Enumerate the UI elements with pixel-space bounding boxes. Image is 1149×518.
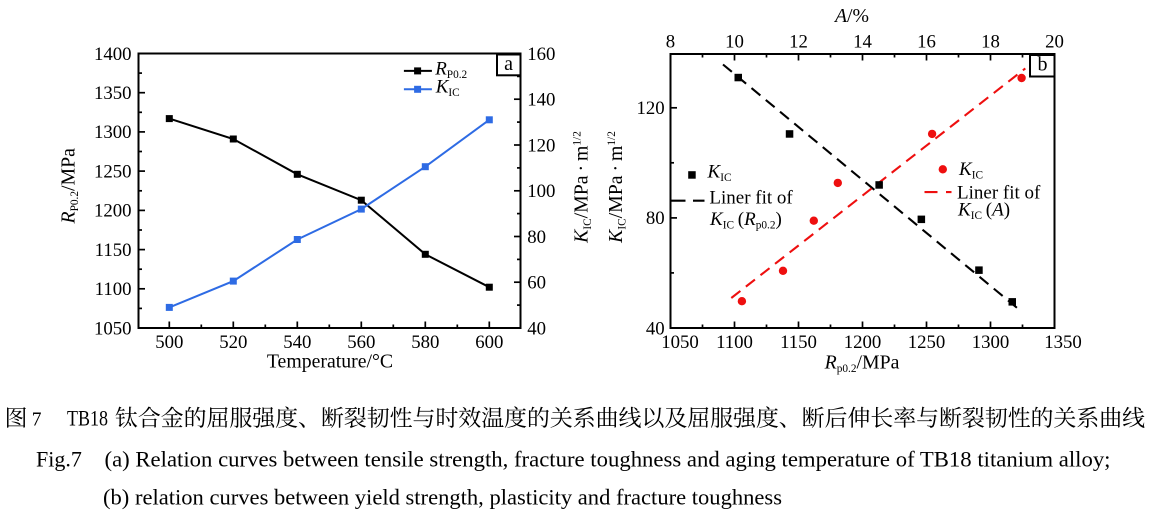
svg-text:RP0.2/MPa: RP0.2/MPa <box>58 148 82 225</box>
svg-text:18: 18 <box>981 32 1000 53</box>
svg-text:Liner fit of: Liner fit of <box>709 188 793 209</box>
svg-text:600: 600 <box>475 332 503 353</box>
svg-text:1400: 1400 <box>94 44 132 65</box>
svg-text:120: 120 <box>637 98 665 119</box>
svg-text:1250: 1250 <box>94 161 132 182</box>
svg-text:100: 100 <box>527 181 555 202</box>
svg-text:(a) Relation curves between te: (a) Relation curves between tensile stre… <box>105 446 1111 471</box>
svg-text:160: 160 <box>527 44 555 65</box>
svg-text:560: 560 <box>347 332 375 353</box>
svg-text:KIC: KIC <box>707 162 732 185</box>
svg-text:16: 16 <box>917 32 936 53</box>
svg-text:120: 120 <box>527 135 555 156</box>
svg-text:1100: 1100 <box>95 279 132 300</box>
svg-text:12: 12 <box>789 32 808 53</box>
svg-text:1350: 1350 <box>1044 332 1082 353</box>
svg-text:8: 8 <box>666 32 675 53</box>
svg-text:KIC: KIC <box>958 159 983 182</box>
svg-text:1200: 1200 <box>844 332 882 353</box>
svg-text:80: 80 <box>527 227 546 248</box>
svg-text:(b) relation curves between yi: (b) relation curves between yield streng… <box>103 485 782 510</box>
svg-text:1050: 1050 <box>661 332 699 353</box>
svg-text:TB18: TB18 <box>67 406 108 431</box>
svg-text:1150: 1150 <box>95 240 132 261</box>
svg-text:20: 20 <box>1045 32 1064 53</box>
svg-text:KIC/MPa · m1/2: KIC/MPa · m1/2 <box>571 131 595 244</box>
svg-text:540: 540 <box>283 332 311 353</box>
svg-text:140: 140 <box>527 90 555 111</box>
svg-text:1300: 1300 <box>972 332 1010 353</box>
svg-text:80: 80 <box>646 208 665 229</box>
svg-text:1150: 1150 <box>780 332 817 353</box>
svg-text:500: 500 <box>155 332 183 353</box>
svg-text:Temperature/°C: Temperature/°C <box>267 351 393 373</box>
svg-text:KIC/MPa · m1/2: KIC/MPa · m1/2 <box>605 131 629 244</box>
svg-text:40: 40 <box>527 318 546 339</box>
svg-text:520: 520 <box>219 332 247 353</box>
svg-text:1100: 1100 <box>716 332 753 353</box>
svg-text:KIC (Rp0.2): KIC (Rp0.2) <box>709 209 782 232</box>
svg-text:1050: 1050 <box>94 318 132 339</box>
svg-text:b: b <box>1038 54 1048 76</box>
svg-text:Liner fit of: Liner fit of <box>957 183 1041 204</box>
svg-text:1200: 1200 <box>94 201 132 222</box>
svg-text:580: 580 <box>411 332 439 353</box>
svg-text:RP0.2: RP0.2 <box>434 59 467 82</box>
svg-text:KIC (A): KIC (A) <box>957 200 1010 223</box>
svg-text:KIC: KIC <box>435 77 460 100</box>
svg-text:a: a <box>504 53 513 75</box>
svg-text:10: 10 <box>725 32 744 53</box>
svg-text:60: 60 <box>527 273 546 294</box>
svg-text:40: 40 <box>646 318 665 339</box>
svg-text:7: 7 <box>32 410 42 431</box>
svg-text:1250: 1250 <box>908 332 946 353</box>
svg-text:1350: 1350 <box>94 83 132 104</box>
svg-text:14: 14 <box>853 32 872 53</box>
svg-text:1300: 1300 <box>94 122 132 143</box>
svg-text:Fig.7: Fig.7 <box>36 446 82 471</box>
svg-text:Rp0.2/MPa: Rp0.2/MPa <box>824 351 900 375</box>
svg-text:A/%: A/% <box>833 5 869 27</box>
